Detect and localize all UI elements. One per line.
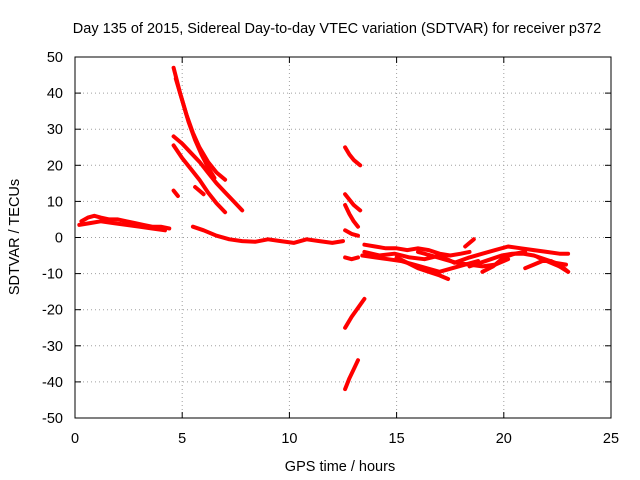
- x-tick-label-0: 0: [71, 431, 79, 447]
- series-segment-24: [480, 249, 528, 274]
- series-segment-3: [171, 188, 180, 198]
- series-segment-19: [360, 253, 481, 274]
- y-tick-label-2: -30: [42, 339, 63, 355]
- series-segment-12: [343, 192, 363, 213]
- y-tick-label-1: -40: [42, 375, 63, 391]
- series-segment-26: [536, 255, 571, 274]
- y-tick-label-7: 20: [47, 158, 63, 174]
- series-segment-22: [463, 237, 476, 249]
- data-series: [77, 65, 571, 392]
- y-tick-label-4: -10: [42, 267, 63, 283]
- x-tick-label-5: 25: [603, 431, 619, 447]
- y-tick-label-8: 30: [47, 122, 63, 138]
- x-tick-label-3: 15: [389, 431, 405, 447]
- series-segment-7: [173, 76, 217, 180]
- y-tick-label-10: 50: [47, 50, 63, 66]
- y-tick-label-5: 0: [55, 231, 63, 247]
- series-segment-15: [343, 296, 367, 330]
- series-segment-16: [343, 358, 360, 392]
- series-segment-5: [171, 143, 228, 215]
- x-tick-label-2: 10: [281, 431, 297, 447]
- series-segment-20: [394, 255, 451, 281]
- series-segment-4: [171, 134, 245, 213]
- y-tick-label-3: -20: [42, 303, 63, 319]
- series-segment-8: [193, 185, 206, 197]
- series-segment-9: [190, 224, 345, 245]
- series-segment-17: [362, 242, 472, 258]
- y-axis-label: SDTVAR / TECUs: [7, 179, 23, 295]
- y-tick-label-0: -50: [42, 411, 63, 427]
- series-segment-10: [343, 255, 360, 262]
- x-tick-label-1: 5: [178, 431, 186, 447]
- y-tick-label-6: 10: [47, 194, 63, 210]
- x-axis-label: GPS time / hours: [285, 459, 395, 475]
- axes: 0 5 10 15 20 25 -50 -40 -30 -20 -10 0 10 20 30 40 50: [42, 50, 619, 447]
- x-tick-label-4: 20: [496, 431, 512, 447]
- series-segment-14: [343, 228, 360, 238]
- grid-lines: [75, 57, 611, 418]
- series-segment-11: [343, 145, 363, 168]
- series-segment-2: [77, 219, 167, 233]
- series-segment-13: [343, 203, 360, 229]
- chart-title: Day 135 of 2015, Sidereal Day-to-day VTE…: [73, 21, 601, 37]
- y-tick-label-9: 40: [47, 86, 63, 102]
- series-segment-18: [362, 244, 571, 265]
